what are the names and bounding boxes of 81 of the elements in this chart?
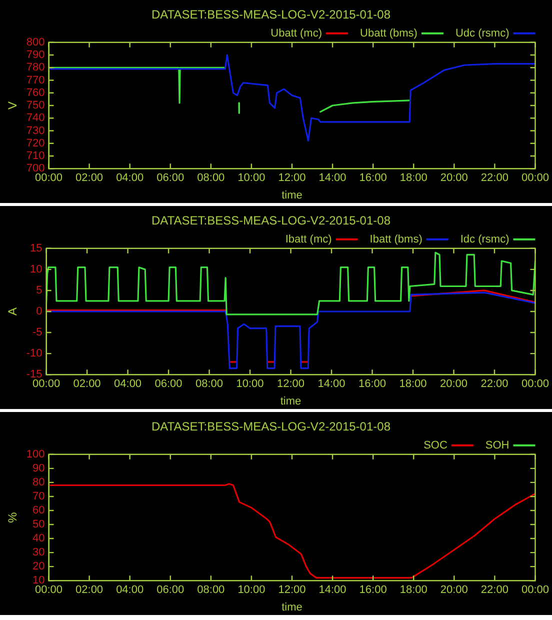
y-axis-title: A [6, 307, 20, 316]
x-tick-label: 00:00 [521, 172, 549, 184]
chart-title: DATASET:BESS-MEAS-LOG-V2-2015-01-08 [152, 420, 391, 434]
x-tick-label: 00:00 [34, 172, 63, 184]
x-tick-label: 20:00 [440, 584, 468, 596]
x-tick-label: 10:00 [238, 584, 266, 596]
x-tick-label: 20:00 [440, 378, 468, 390]
legend-label: Ibatt (mc) [285, 233, 332, 246]
y-tick-label: 90 [32, 462, 45, 474]
x-tick-label: 06:00 [154, 378, 182, 390]
x-tick-label: 20:00 [440, 172, 468, 184]
x-tick-label: 08:00 [196, 378, 224, 390]
legend-label: Idc (rsmc) [460, 233, 510, 246]
x-tick-label: 02:00 [76, 172, 104, 184]
x-tick-label: 22:00 [480, 584, 508, 596]
x-axis-title: time [280, 395, 302, 408]
legend-label: Udc (rsmc) [455, 27, 510, 40]
y-tick-label: 800 [26, 36, 45, 48]
y-tick-label: 10 [30, 263, 42, 276]
y-tick-label: 70 [32, 490, 45, 502]
x-tick-label: 10:00 [236, 378, 264, 390]
legend-label: Ubatt (mc) [270, 27, 322, 40]
x-tick-label: 14:00 [318, 584, 346, 596]
x-tick-label: 16:00 [359, 172, 387, 184]
y-tick-label: 790 [26, 49, 45, 62]
x-tick-label: 14:00 [318, 172, 346, 184]
x-tick-label: 22:00 [480, 378, 508, 390]
y-axis-title: % [6, 512, 20, 523]
x-tick-label: 12:00 [277, 378, 305, 390]
legend-label: Ubatt (bms) [360, 27, 418, 40]
x-tick-label: 18:00 [400, 172, 428, 184]
y-tick-label: 0 [36, 306, 42, 318]
x-tick-label: 00:00 [521, 378, 549, 390]
y-tick-label: -5 [32, 326, 42, 339]
y-axis-title: V [6, 101, 20, 110]
y-tick-label: 40 [32, 532, 45, 545]
x-tick-label: 06:00 [156, 172, 184, 184]
y-tick-label: 80 [32, 476, 45, 488]
chart-title: DATASET:BESS-MEAS-LOG-V2-2015-01-08 [152, 8, 391, 22]
x-tick-label: 02:00 [76, 584, 104, 596]
y-tick-label: 780 [26, 62, 45, 74]
x-tick-label: 18:00 [400, 584, 428, 596]
x-axis-title: time [282, 601, 302, 614]
y-tick-label: -10 [26, 348, 42, 360]
y-tick-label: 750 [26, 100, 45, 112]
legend-label: SOC [424, 439, 448, 452]
x-tick-label: 16:00 [358, 378, 386, 390]
x-tick-label: 08:00 [197, 172, 225, 184]
x-tick-label: 04:00 [114, 378, 142, 390]
x-tick-label: 06:00 [156, 584, 184, 596]
x-tick-label: 16:00 [359, 584, 387, 596]
x-tick-label: 18:00 [399, 378, 427, 390]
x-tick-label: 00:00 [521, 584, 549, 596]
y-tick-label: 740 [26, 112, 45, 124]
chart-title: DATASET:BESS-MEAS-LOG-V2-2015-01-08 [152, 214, 391, 228]
y-tick-label: 5 [36, 284, 42, 296]
x-tick-label: 04:00 [116, 584, 144, 596]
x-tick-label: 00:00 [34, 584, 63, 596]
x-tick-label: 00:00 [32, 378, 60, 390]
y-tick-label: 760 [26, 86, 45, 99]
y-tick-label: 710 [26, 150, 45, 162]
y-tick-label: 15 [30, 242, 42, 254]
x-axis-title: time [282, 189, 302, 202]
x-tick-label: 22:00 [480, 172, 508, 184]
x-tick-label: 12:00 [278, 172, 306, 184]
x-tick-label: 04:00 [116, 172, 144, 184]
y-tick-label: 720 [26, 137, 45, 150]
y-tick-label: 730 [26, 124, 45, 137]
x-tick-label: 02:00 [73, 378, 101, 390]
y-tick-label: 100 [26, 448, 45, 460]
y-tick-label: 770 [26, 74, 45, 86]
y-tick-label: 20 [32, 560, 45, 573]
y-tick-label: 60 [32, 504, 45, 517]
legend-label: Ibatt (bms) [370, 233, 422, 246]
legend-label: SOH [485, 439, 510, 452]
x-tick-label: 10:00 [238, 172, 266, 184]
y-tick-label: 30 [32, 546, 45, 559]
x-tick-label: 14:00 [318, 378, 346, 390]
x-tick-label: 12:00 [278, 584, 306, 596]
x-tick-label: 08:00 [197, 584, 225, 596]
y-tick-label: 50 [32, 518, 45, 531]
